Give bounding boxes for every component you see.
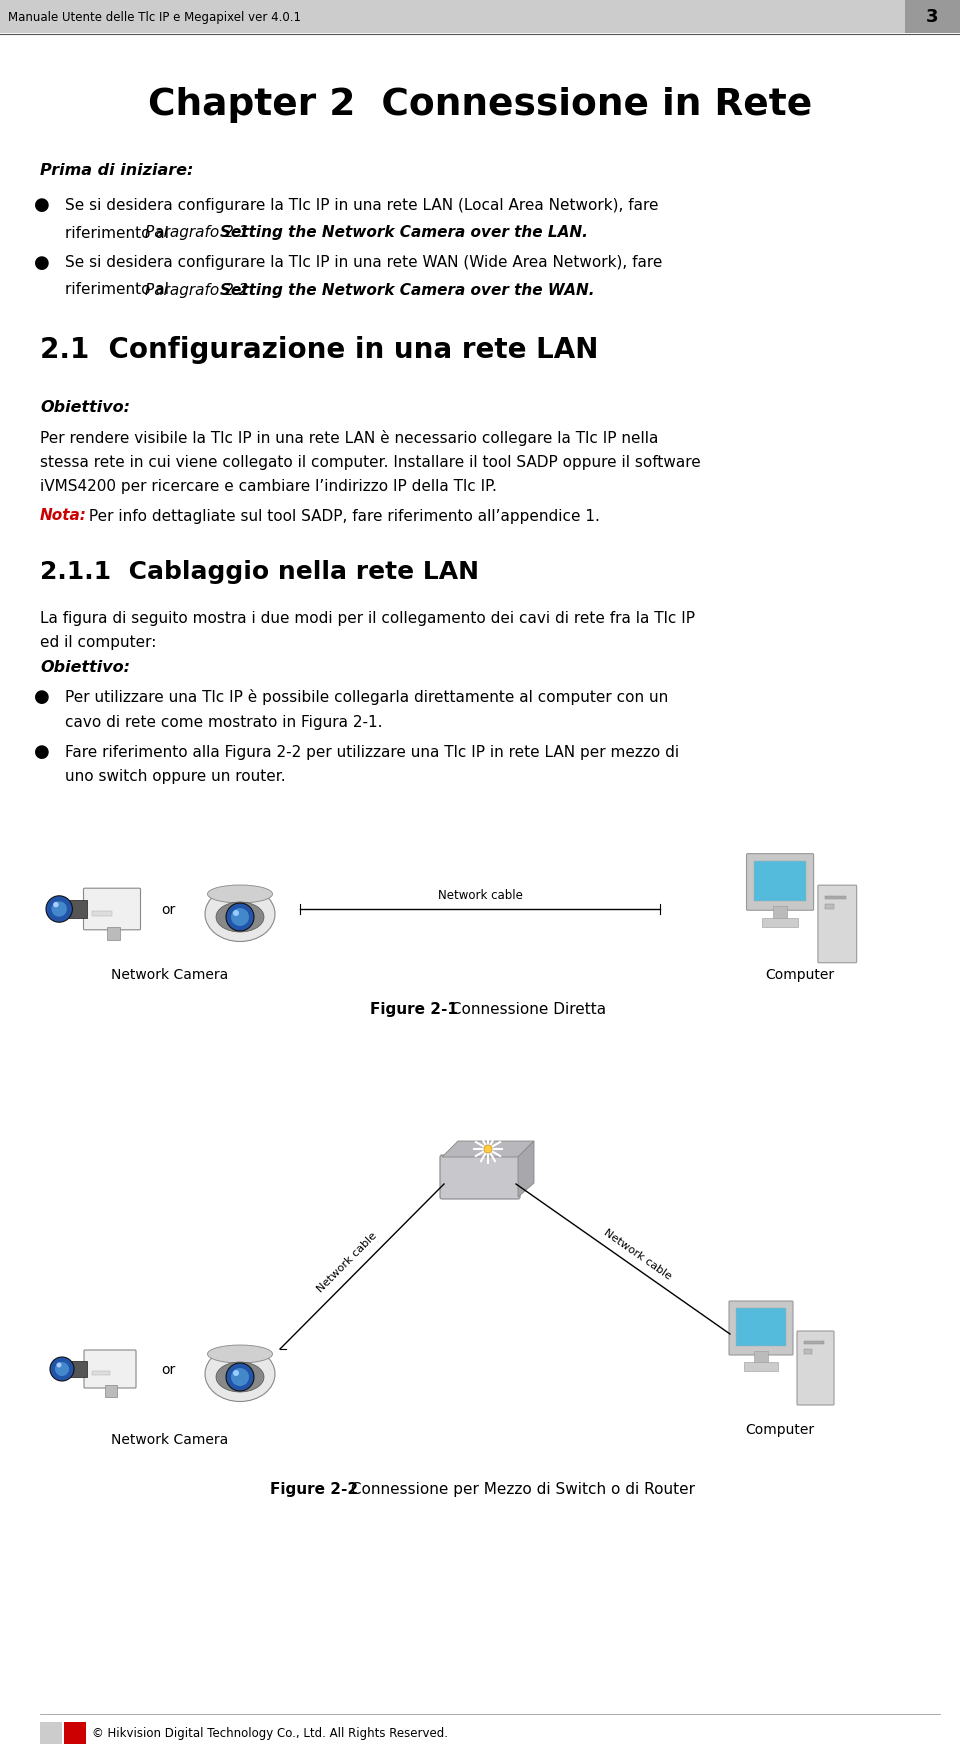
- Text: Prima di iniziare:: Prima di iniziare:: [40, 163, 193, 177]
- Ellipse shape: [207, 1346, 273, 1364]
- FancyBboxPatch shape: [747, 855, 814, 911]
- Text: uno switch oppure un router.: uno switch oppure un router.: [65, 769, 286, 784]
- Text: Per rendere visibile la Tlc IP in una rete LAN è necessario collegare la Tlc IP : Per rendere visibile la Tlc IP in una re…: [40, 430, 659, 446]
- Text: riferimento al: riferimento al: [65, 283, 174, 297]
- Text: Network cable: Network cable: [602, 1227, 674, 1281]
- Bar: [64, 1722, 86, 1744]
- Bar: [773, 907, 787, 920]
- Polygon shape: [518, 1141, 534, 1197]
- Circle shape: [55, 1362, 69, 1376]
- Text: Figure 2-1: Figure 2-1: [370, 1002, 458, 1016]
- Text: ●: ●: [35, 688, 50, 706]
- Text: ●: ●: [35, 197, 50, 214]
- Ellipse shape: [207, 886, 273, 904]
- Bar: [105, 1385, 117, 1397]
- Text: Se si desidera configurare la Tlc IP in una rete LAN (Local Area Network), fare: Se si desidera configurare la Tlc IP in …: [65, 197, 659, 212]
- Bar: [754, 862, 806, 902]
- Bar: [804, 1350, 812, 1355]
- Text: Connessione Diretta: Connessione Diretta: [446, 1002, 606, 1016]
- Bar: [55, 1362, 87, 1378]
- FancyBboxPatch shape: [818, 886, 856, 963]
- Circle shape: [52, 902, 67, 918]
- Text: Manuale Utente delle Tlc IP e Megapixel ver 4.0.1: Manuale Utente delle Tlc IP e Megapixel …: [8, 11, 301, 23]
- Text: © Hikvision Digital Technology Co., Ltd. All Rights Reserved.: © Hikvision Digital Technology Co., Ltd.…: [92, 1727, 448, 1739]
- Bar: [92, 1371, 110, 1376]
- Circle shape: [231, 1369, 249, 1386]
- Bar: [736, 1307, 786, 1346]
- Text: riferimento al: riferimento al: [65, 225, 174, 240]
- Bar: [754, 1351, 768, 1364]
- Text: stessa rete in cui viene collegato il computer. Installare il tool SADP oppure i: stessa rete in cui viene collegato il co…: [40, 455, 701, 469]
- Text: Network cable: Network cable: [438, 888, 522, 902]
- Text: ●: ●: [35, 254, 50, 272]
- Bar: [40, 1722, 62, 1744]
- Circle shape: [233, 911, 239, 916]
- Bar: [52, 900, 86, 918]
- Text: 2.1  Configurazione in una rete LAN: 2.1 Configurazione in una rete LAN: [40, 335, 598, 363]
- Circle shape: [50, 1357, 74, 1381]
- Text: Paragrafo 2.1: Paragrafo 2.1: [145, 225, 253, 240]
- FancyBboxPatch shape: [84, 888, 140, 930]
- Polygon shape: [442, 1141, 534, 1157]
- Bar: [804, 1341, 824, 1344]
- Circle shape: [226, 904, 254, 932]
- Bar: [107, 927, 120, 941]
- Circle shape: [57, 1362, 61, 1367]
- Text: or: or: [161, 1362, 175, 1376]
- FancyBboxPatch shape: [729, 1300, 793, 1355]
- Circle shape: [53, 902, 59, 907]
- Text: iVMS4200 per ricercare e cambiare l’indirizzo IP della Tlc IP.: iVMS4200 per ricercare e cambiare l’indi…: [40, 477, 497, 493]
- Text: Computer: Computer: [765, 967, 834, 981]
- Bar: [0, 0, 960, 33]
- Ellipse shape: [205, 1346, 275, 1402]
- Text: Setting the Network Camera over the LAN.: Setting the Network Camera over the LAN.: [220, 225, 588, 240]
- Text: or: or: [161, 902, 175, 916]
- Text: Network cable: Network cable: [315, 1230, 379, 1293]
- Bar: [92, 911, 112, 916]
- Ellipse shape: [216, 1362, 264, 1392]
- Bar: [826, 897, 846, 899]
- Text: La figura di seguito mostra i due modi per il collegamento dei cavi di rete fra : La figura di seguito mostra i due modi p…: [40, 611, 695, 625]
- Text: Chapter 2  Connessione in Rete: Chapter 2 Connessione in Rete: [148, 88, 812, 123]
- Text: Network Camera: Network Camera: [111, 967, 228, 981]
- Text: ed il computer:: ed il computer:: [40, 635, 156, 649]
- Circle shape: [226, 1364, 254, 1392]
- Text: Setting the Network Camera over the WAN.: Setting the Network Camera over the WAN.: [220, 283, 594, 297]
- Text: Per info dettagliate sul tool SADP, fare riferimento all’appendice 1.: Per info dettagliate sul tool SADP, fare…: [84, 509, 600, 523]
- Circle shape: [484, 1146, 492, 1153]
- Circle shape: [233, 1371, 239, 1376]
- Text: Figure 2-2: Figure 2-2: [270, 1481, 358, 1497]
- Bar: [762, 918, 798, 928]
- Bar: [744, 1362, 778, 1371]
- Text: Fare riferimento alla Figura 2-2 per utilizzare una Tlc IP in rete LAN per mezzo: Fare riferimento alla Figura 2-2 per uti…: [65, 744, 679, 760]
- Text: ●: ●: [35, 742, 50, 760]
- Text: Nota:: Nota:: [40, 509, 86, 523]
- Circle shape: [46, 897, 72, 923]
- FancyBboxPatch shape: [440, 1155, 520, 1199]
- Text: Per utilizzare una Tlc IP è possibile collegarla direttamente al computer con un: Per utilizzare una Tlc IP è possibile co…: [65, 688, 668, 704]
- Text: Network Camera: Network Camera: [111, 1432, 228, 1446]
- Circle shape: [231, 909, 249, 927]
- Bar: [905, 0, 960, 33]
- Ellipse shape: [205, 886, 275, 942]
- FancyBboxPatch shape: [797, 1332, 834, 1406]
- Text: Computer: Computer: [745, 1422, 815, 1436]
- Bar: [826, 904, 833, 909]
- Text: 3: 3: [925, 9, 938, 26]
- Text: Paragrafo 2.2: Paragrafo 2.2: [145, 283, 253, 297]
- Text: cavo di rete come mostrato in Figura 2-1.: cavo di rete come mostrato in Figura 2-1…: [65, 714, 382, 728]
- Ellipse shape: [216, 902, 264, 932]
- Text: Obiettivo:: Obiettivo:: [40, 660, 130, 676]
- Text: Connessione per Mezzo di Switch o di Router: Connessione per Mezzo di Switch o di Rou…: [346, 1481, 695, 1497]
- Text: Se si desidera configurare la Tlc IP in una rete WAN (Wide Area Network), fare: Se si desidera configurare la Tlc IP in …: [65, 256, 662, 270]
- FancyBboxPatch shape: [84, 1350, 136, 1388]
- Text: Obiettivo:: Obiettivo:: [40, 400, 130, 416]
- Text: 2.1.1  Cablaggio nella rete LAN: 2.1.1 Cablaggio nella rete LAN: [40, 560, 479, 584]
